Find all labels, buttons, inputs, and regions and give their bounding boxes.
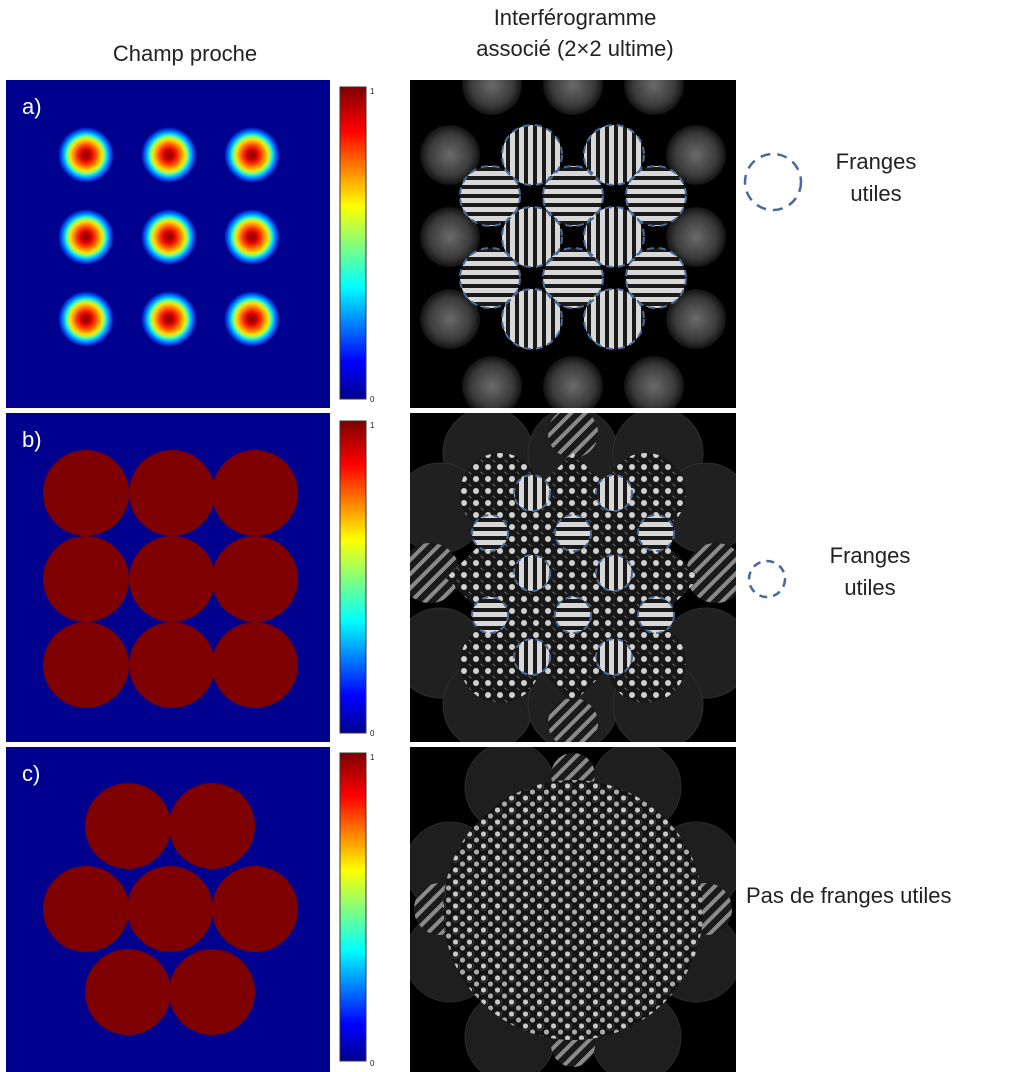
fringe-discs: [472, 475, 674, 675]
interferogram-panel-b: [410, 413, 736, 742]
diagonal-fringe-edges: [410, 413, 736, 742]
note-line2: utiles: [850, 181, 902, 206]
near-field-panel-b: b): [6, 413, 330, 742]
useful-fringe-markers: [471, 474, 675, 676]
colorbar-gradient: [339, 86, 367, 400]
near-field-panel-c: c): [6, 747, 330, 1072]
gaussian-beam-grid: [58, 127, 280, 347]
column-header-interferogram-line1: Interférogramme: [493, 5, 657, 30]
column-header-near-field-label: Champ proche: [112, 41, 258, 66]
row-label-b: b): [22, 427, 42, 452]
note-useful-fringes-b: Franges utiles: [746, 540, 946, 620]
note-line1: Franges: [829, 543, 911, 568]
column-header-near-field: Champ proche: [60, 38, 310, 69]
column-header-interferogram-line2: associé (2×2 ultime): [476, 36, 674, 61]
colorbar-max-label: 1: [370, 753, 375, 762]
hexagonal-aperture-grid: [43, 783, 298, 1035]
note-useful-fringes-a: Franges utiles: [742, 146, 942, 226]
note-line2: utiles: [844, 575, 896, 600]
colorbar-max-label: 1: [370, 87, 375, 96]
dot-fringe-region: [446, 453, 700, 703]
colorbar-max-label: 1: [370, 421, 375, 430]
dashed-circle-icon: [747, 559, 787, 599]
colorbar-min-label: 0: [370, 395, 375, 404]
colorbar-b: 1 0: [339, 420, 375, 738]
column-header-interferogram: Interférogramme associé (2×2 ultime): [430, 2, 720, 64]
dashed-circle-icon: [743, 152, 803, 212]
colorbar-min-label: 0: [370, 729, 375, 738]
outer-dim-discs: [420, 80, 726, 408]
interferogram-panel-c: [410, 747, 736, 1072]
hexagonal-speckle-region: [443, 780, 703, 1040]
square-aperture-grid: [43, 450, 298, 708]
near-field-panel-a: a): [6, 80, 330, 408]
useful-fringe-markers: [459, 124, 687, 350]
note-line1: Franges: [835, 149, 917, 174]
interferogram-panel-a: [410, 80, 736, 408]
row-label-c: c): [22, 761, 40, 786]
colorbar-min-label: 0: [370, 1059, 375, 1068]
fringe-discs: [460, 125, 686, 349]
note-no-useful-fringes-c: Pas de franges utiles: [746, 880, 1014, 920]
note-line1: Pas de franges utiles: [746, 883, 952, 908]
colorbar-a: 1 0: [339, 86, 375, 404]
colorbar-c: 1 0: [339, 752, 375, 1068]
row-label-a: a): [22, 94, 42, 119]
